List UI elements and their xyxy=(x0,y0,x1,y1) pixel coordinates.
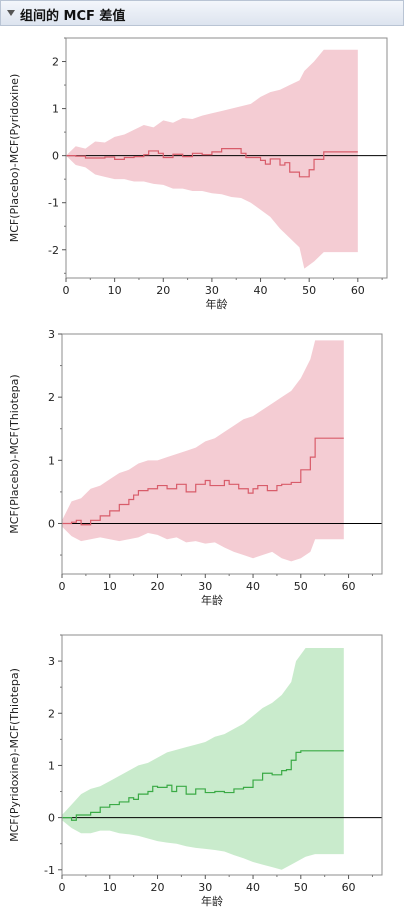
y-tick-label: -1 xyxy=(48,197,59,210)
x-tick-label: 60 xyxy=(342,881,356,894)
plot-area xyxy=(62,648,382,870)
x-tick-label: 60 xyxy=(342,580,356,593)
x-tick-label: 40 xyxy=(246,580,260,593)
y-tick-label: 0 xyxy=(48,517,55,530)
x-tick-label: 0 xyxy=(63,284,70,297)
plot-area xyxy=(62,340,382,562)
x-tick-label: 30 xyxy=(205,284,219,297)
y-tick-label: 2 xyxy=(52,56,59,69)
plot-frame xyxy=(61,634,383,876)
confidence-band xyxy=(62,648,344,870)
x-tick-label: 40 xyxy=(246,881,260,894)
x-tick-label: 50 xyxy=(302,284,316,297)
x-tick-label: 20 xyxy=(151,881,165,894)
y-tick-label: 1 xyxy=(48,454,55,467)
y-tick-label: 1 xyxy=(52,103,59,116)
x-tick-label: 10 xyxy=(108,284,122,297)
y-tick-label: 2 xyxy=(48,707,55,720)
y-tick-label: -1 xyxy=(44,864,55,877)
y-tick-label: 3 xyxy=(48,655,55,668)
x-tick-label: 0 xyxy=(59,881,66,894)
x-tick-label: 0 xyxy=(59,580,66,593)
plot-frame xyxy=(61,333,383,575)
panel-header[interactable]: 组间的 MCF 差值 xyxy=(0,0,404,26)
x-tick-label: 20 xyxy=(156,284,170,297)
collapse-triangle-icon[interactable] xyxy=(4,6,18,20)
confidence-band xyxy=(66,49,358,269)
plot-area xyxy=(66,49,387,269)
mcf-difference-line xyxy=(66,147,358,178)
mcf-difference-line xyxy=(62,750,344,821)
x-axis-title: 年龄 xyxy=(201,894,223,908)
y-axis-title: MCF(Placebo)-MCF(Pyridoxine) xyxy=(8,74,21,243)
y-tick-label: 0 xyxy=(52,150,59,163)
chart-pyridoxine-thiotepa: 0 10 20 30 40 50 60 -1 0 1 2 3 年龄 MCF(Pyridoxine)-MCF… xyxy=(8,634,383,908)
y-tick-label: -2 xyxy=(48,244,59,257)
y-tick-label: 2 xyxy=(48,391,55,404)
y-tick-label: 1 xyxy=(48,759,55,772)
x-axis-title: 年龄 xyxy=(206,297,228,311)
mcf-difference-line xyxy=(62,437,344,526)
chart-placebo-thiotepa: 0 10 20 30 40 50 60 0 1 2 3 年龄 MCF(Placebo)-MCF(Thio… xyxy=(8,328,383,607)
x-tick-label: 60 xyxy=(351,284,365,297)
y-tick-label: 3 xyxy=(48,328,55,341)
chart-placebo-pyridoxine: 0 10 20 30 40 50 60 -2 -1 0 1 2 年龄 MCF(Placebo)-MCF(P… xyxy=(8,37,388,311)
y-tick-label: 0 xyxy=(48,812,55,825)
x-tick-label: 40 xyxy=(254,284,268,297)
x-axis-title: 年龄 xyxy=(201,593,223,607)
y-axis-title: MCF(Placebo)-MCF(Thiotepa) xyxy=(8,374,21,533)
y-axis-title: MCF(Pyridoxine)-MCF(Thiotepa) xyxy=(8,668,21,842)
x-tick-label: 30 xyxy=(198,580,212,593)
confidence-band xyxy=(62,340,344,562)
x-tick-label: 30 xyxy=(198,881,212,894)
x-tick-label: 10 xyxy=(103,881,117,894)
x-tick-label: 10 xyxy=(103,580,117,593)
x-tick-label: 50 xyxy=(294,580,308,593)
plot-frame xyxy=(65,37,388,279)
x-tick-label: 50 xyxy=(294,881,308,894)
panel-title: 组间的 MCF 差值 xyxy=(20,9,126,24)
x-tick-label: 20 xyxy=(151,580,165,593)
